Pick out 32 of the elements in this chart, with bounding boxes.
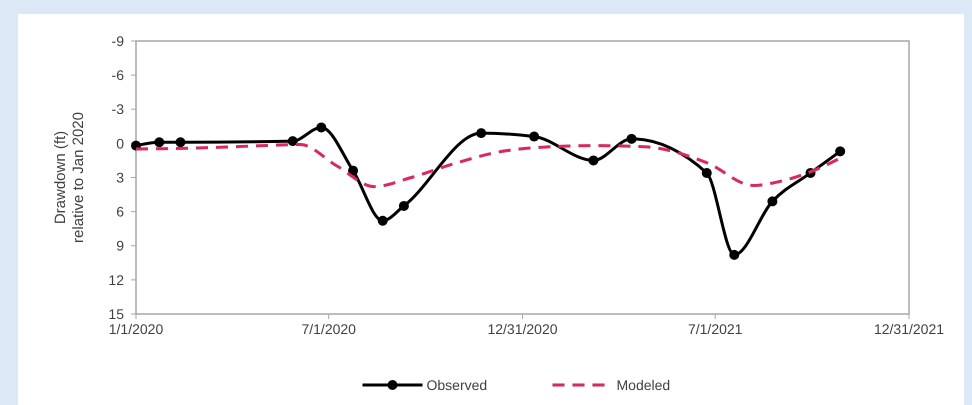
point: [626, 134, 637, 144]
point: [288, 136, 298, 146]
point: [476, 128, 486, 138]
point: [398, 200, 409, 211]
y-tick-label: 9: [116, 238, 124, 254]
point: [316, 122, 326, 132]
y-tick-label: -9: [112, 32, 124, 49]
point: [154, 137, 164, 148]
x-tick-label: 7/1/2020: [301, 321, 356, 337]
y-tick-label: 3: [116, 169, 124, 186]
y-tick-label: 15: [108, 306, 124, 322]
point: [378, 216, 388, 226]
point: [348, 166, 358, 176]
legend-label: Observed: [426, 376, 488, 393]
y-tick-label: -3: [112, 101, 124, 118]
y-tick-label: 6: [116, 204, 124, 220]
y-tick-label: -6: [112, 67, 124, 84]
x-tick-label: 12/31/2021: [874, 321, 944, 337]
y-tick-label: 12: [108, 272, 124, 288]
x-tick-label: 7/1/2021: [688, 321, 743, 337]
legend-label: Modeled: [616, 376, 670, 393]
point: [729, 250, 740, 260]
point: [767, 196, 778, 206]
point: [175, 137, 186, 148]
point: [702, 168, 712, 178]
y-tick-label: 0: [116, 135, 124, 152]
x-tick-label: 12/31/2020: [487, 321, 558, 337]
point: [588, 155, 598, 166]
x-tick-label: 1/1/2020: [108, 321, 164, 337]
point: [835, 146, 846, 156]
y-axis-title: Drawdown (ft) relative to Jan 2020: [52, 112, 87, 243]
point: [529, 132, 540, 142]
